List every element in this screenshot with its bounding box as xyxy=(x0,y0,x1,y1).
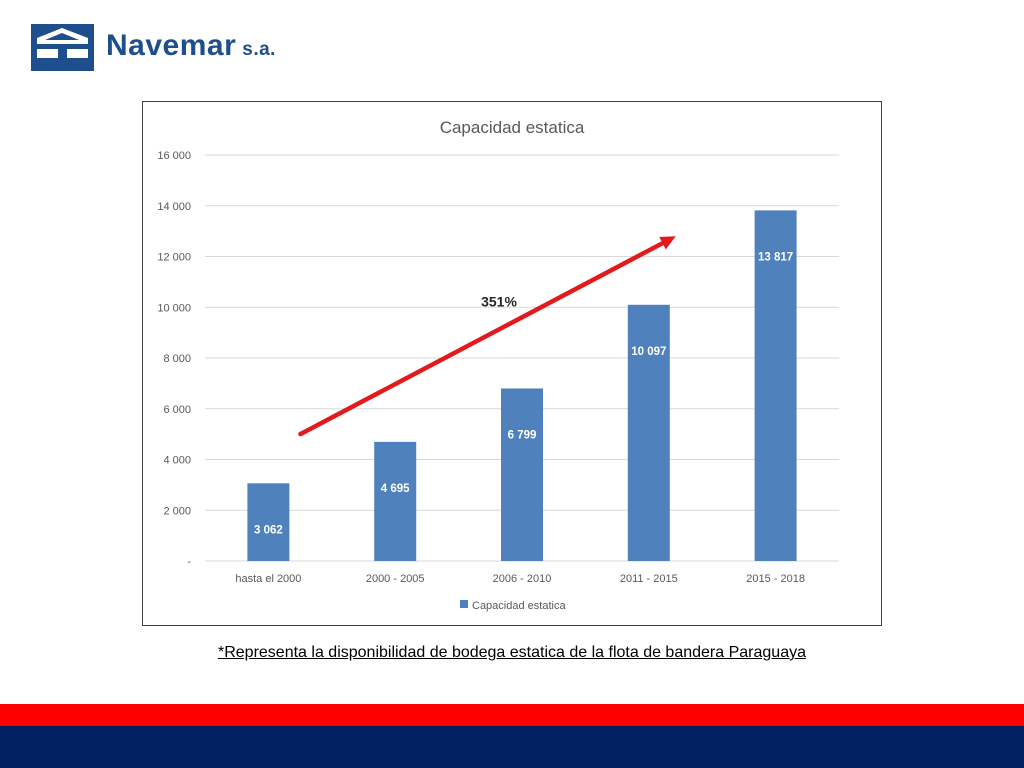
x-tick-label: hasta el 2000 xyxy=(235,573,301,585)
bar xyxy=(374,441,417,561)
logo-wordmark: Navemar s.a. xyxy=(106,29,276,62)
x-tick-label: 2000 - 2005 xyxy=(366,573,425,585)
x-tick-label: 2011 - 2015 xyxy=(620,573,678,585)
chart-title: Capacidad estatica xyxy=(440,118,585,137)
y-tick-label: 2 000 xyxy=(163,505,191,517)
footnote: *Representa la disponibilidad de bodega … xyxy=(218,644,806,661)
y-tick-label: 8 000 xyxy=(163,353,191,365)
chart-frame: Capacidad estatica - 2 000 4 000 6 000 8 000 1… xyxy=(142,101,882,626)
data-label: 4 695 xyxy=(381,483,410,495)
y-tick-label: 6 000 xyxy=(163,404,191,416)
y-tick-label: 14 000 xyxy=(157,201,191,213)
trend-arrow-head xyxy=(659,236,676,250)
navemar-logo: Navemar s.a. xyxy=(31,24,293,72)
y-tick-label: 4 000 xyxy=(163,455,191,467)
y-tick-label: 10 000 xyxy=(157,302,191,314)
data-label: 13 817 xyxy=(758,251,793,263)
trend-arrow-line xyxy=(298,240,665,437)
footer-red-band xyxy=(0,704,1024,726)
x-tick-label: 2015 - 2018 xyxy=(746,573,805,585)
y-tick-label: 16 000 xyxy=(157,150,191,162)
legend-label: Capacidad estatica xyxy=(472,600,566,612)
data-label: 6 799 xyxy=(508,429,537,441)
legend-swatch xyxy=(460,600,468,608)
bar-chart: Capacidad estatica - 2 000 4 000 6 000 8 000 1… xyxy=(157,118,839,612)
footer-navy-band xyxy=(0,726,1024,768)
bar xyxy=(247,483,290,561)
y-tick-label: - xyxy=(187,556,191,568)
x-tick-label: 2006 - 2010 xyxy=(493,573,552,585)
bar xyxy=(627,304,670,561)
logo-emblem xyxy=(31,24,94,71)
y-tick-label: 12 000 xyxy=(157,252,191,264)
growth-annotation: 351% xyxy=(481,293,517,309)
data-label: 10 097 xyxy=(631,346,666,358)
data-label: 3 062 xyxy=(254,524,283,536)
bar xyxy=(501,388,543,561)
bar xyxy=(754,210,797,561)
